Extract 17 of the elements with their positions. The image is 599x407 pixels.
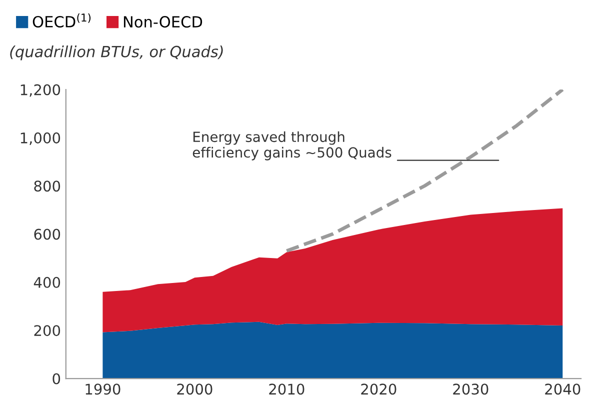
- y-tick-label: 200: [34, 325, 60, 336]
- legend-label: Non-OECD: [124, 16, 202, 28]
- x-tick-label: 2040: [545, 384, 580, 395]
- y-tick-label: 0: [52, 373, 60, 384]
- x-tick-label: 2000: [177, 384, 212, 395]
- chart-subtitle: (quadrillion BTUs, or Quads): [10, 46, 223, 60]
- x-tick-label: 2030: [453, 384, 488, 395]
- y-tick-label: 1,000: [20, 132, 60, 145]
- x-tick-label: 2020: [361, 384, 396, 395]
- legend-label: OECD$^{(1)}$: [32, 13, 91, 28]
- y-tick-label: 600: [34, 228, 60, 240]
- y-tick-label: 1,200: [20, 84, 60, 97]
- y-tick-label: 800: [34, 180, 60, 192]
- x-tick-label: 1990: [86, 384, 120, 395]
- x-tick-label: 2010: [269, 384, 304, 395]
- annotation: Energy saved through efficiency gains ~500 Quads: [192, 131, 392, 160]
- y-tick-label: 400: [34, 276, 60, 288]
